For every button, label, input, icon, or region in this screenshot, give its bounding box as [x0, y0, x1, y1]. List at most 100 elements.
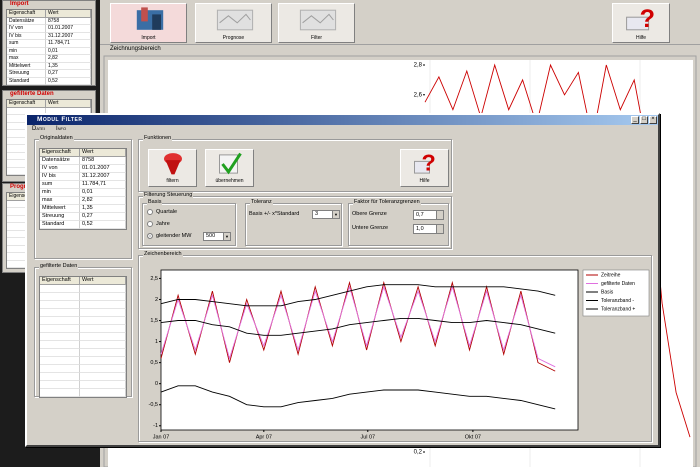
group-title: Zeichenbereich [143, 251, 183, 257]
table-cell: Standard [40, 221, 80, 229]
table-cell [40, 357, 80, 365]
x-tick-label: Jul 07 [360, 434, 375, 440]
toolbar-button[interactable]: Filter [278, 3, 355, 43]
table-header-cell: Eigenschaft [7, 100, 46, 108]
spin-input[interactable]: 1,0 [413, 224, 444, 234]
table-cell: max [40, 197, 80, 205]
group-title: Faktor für Toleranzgrenzen [353, 199, 421, 205]
radio-button[interactable] [147, 221, 153, 227]
legend [582, 269, 650, 317]
table-cell [80, 381, 126, 389]
table-cell [40, 301, 80, 309]
table-cell: min [7, 47, 46, 55]
radio-button[interactable] [147, 209, 153, 215]
factor-label: Untere Grenze [352, 225, 389, 231]
group-title: Toleranz [250, 199, 273, 205]
table-cell: IV bis [7, 32, 46, 40]
table-cell: 8758 [80, 157, 126, 165]
menu-item[interactable]: Info [56, 126, 67, 132]
factor-label: Obere Grenze [352, 211, 387, 217]
table-cell [80, 357, 126, 365]
table-cell: max [7, 55, 46, 63]
group-title: Basis [147, 199, 163, 205]
x-tick-label: Apr 07 [256, 434, 272, 440]
series-line [160, 285, 556, 368]
series-line [160, 385, 556, 410]
button-icon: ? [414, 151, 436, 176]
table-cell: IV bis [40, 173, 80, 181]
table-header-cell: Eigenschaft [7, 10, 46, 18]
tolerance-group: Toleranz Basis +/- x*Standard 3 ▼ [245, 199, 342, 246]
table-cell [40, 317, 80, 325]
chart-group: Zeichenbereich 2,5 2 1,5 1 0,5 0 -0,5 -1 Jan 07 Ap… [138, 251, 652, 442]
icon-shape: ? [640, 6, 655, 33]
table-cell: Datensätze [7, 17, 46, 25]
icon-shape [301, 13, 334, 24]
function-button[interactable]: filtern [148, 149, 197, 187]
table-cell: 0,27 [80, 213, 126, 221]
table-cell: 0,27 [46, 70, 91, 78]
dropdown-arrow: ▼ [223, 233, 230, 240]
table-cell [80, 285, 126, 293]
radio-button[interactable] [147, 233, 153, 239]
legend-label: Basis [601, 289, 614, 295]
table-cell [40, 381, 80, 389]
toolbar-button[interactable]: Prognose [195, 3, 272, 43]
function-button[interactable]: übernehmen [205, 149, 254, 187]
menu-item[interactable]: Datei [32, 126, 45, 132]
table-cell: 0,01 [80, 189, 126, 197]
spin-input[interactable]: 0,7 [413, 210, 444, 220]
table-header-cell: Wert [46, 100, 91, 108]
toolbar-button[interactable]: Import [110, 3, 187, 43]
y-tick-label: -0,5 [149, 402, 158, 408]
function-button[interactable]: ? Hilfe [400, 149, 449, 187]
dropdown[interactable]: 500 ▼ [203, 232, 231, 241]
table-cell: 01.01.2007 [46, 25, 91, 33]
chart-title: Zeichnungsbereich [110, 46, 161, 52]
legend-label: Toleranzband + [601, 306, 635, 312]
basis-group: Basis Quartale Jahre gleitender MW 500 ▼ [142, 199, 236, 246]
table-cell: 8758 [46, 17, 91, 25]
filter-chart: 2,5 2 1,5 1 0,5 0 -0,5 -1 Jan 07 Apr 07 Jul 07 Okt … [149, 269, 650, 440]
radio-label: gleitender MW [156, 233, 192, 239]
table-cell [80, 333, 126, 341]
window-button[interactable]: _ [631, 116, 639, 124]
table-header-cell: Eigenschaft [40, 277, 80, 285]
table-cell [40, 333, 80, 341]
table-cell [80, 293, 126, 301]
table-cell: sum [40, 181, 80, 189]
window-button[interactable]: × [649, 116, 657, 124]
icon-shape [414, 160, 430, 174]
y-tick-label: 2,8 [414, 63, 423, 69]
table-cell [80, 365, 126, 373]
table-cell: 0,52 [46, 77, 91, 85]
legend-label: Toleranzband - [601, 298, 634, 304]
spin-arrows [436, 225, 443, 233]
button-icon [136, 7, 163, 30]
y-tick-label: 2,6 [414, 92, 423, 98]
icon-shape [140, 7, 148, 22]
dropdown[interactable]: 3 ▼ [312, 210, 340, 219]
table-cell [80, 373, 126, 381]
radio-label: Quartale [156, 209, 178, 215]
window-button[interactable]: □ [640, 116, 648, 124]
table-cell [80, 325, 126, 333]
icon-shape [299, 9, 336, 31]
icon-shape [151, 14, 161, 30]
table-cell [80, 309, 126, 317]
legend-label: Zeitreihe [601, 272, 621, 278]
table-header-cell: Wert [46, 10, 91, 18]
button-icon [299, 9, 336, 31]
icon-shape [221, 152, 242, 175]
series-line [160, 317, 556, 336]
table-cell [40, 285, 80, 293]
icon-shape [216, 9, 253, 31]
panel-title: gefilterte Daten [10, 91, 54, 97]
dropdown-arrow: ▼ [332, 211, 339, 218]
factor-group: Faktor für Toleranzgrenzen Obere Grenze 0,… [348, 199, 449, 246]
y-tick-label: -1 [153, 423, 158, 429]
toolbar-button[interactable]: ? Hilfe [612, 3, 670, 43]
button-icon [219, 152, 242, 175]
y-tick-label: 2,5 [150, 276, 158, 282]
